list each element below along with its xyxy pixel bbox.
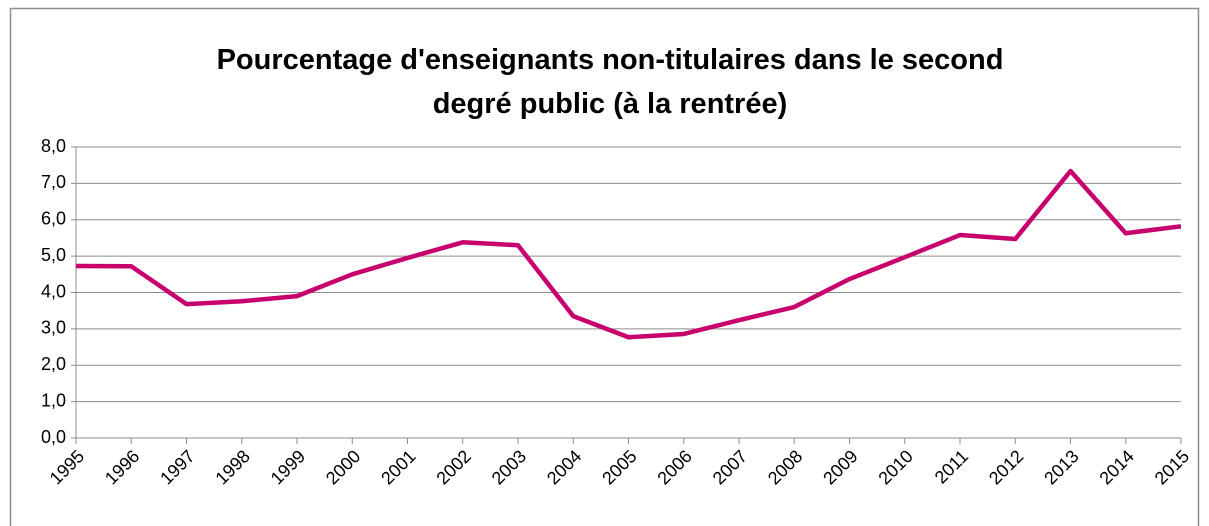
x-tick-label: 1996 [101,446,143,488]
y-tick-label: 7,0 [41,172,66,192]
x-tick-label: 2011 [931,446,973,488]
x-tick-label: 2004 [543,446,585,488]
x-tick-label: 2006 [653,446,695,488]
y-tick-label: 5,0 [41,245,66,265]
x-tick-label: 1999 [267,446,309,488]
x-tick-label: 2013 [1040,446,1082,488]
x-tick-label: 2002 [432,446,474,488]
y-tick-label: 8,0 [41,136,66,156]
x-tick-label: 2009 [819,446,861,488]
x-tick-label: 2015 [1151,446,1193,488]
x-tick-label: 2014 [1095,446,1137,488]
x-tick-label: 1995 [46,446,88,488]
x-tick-label: 2000 [322,446,364,488]
x-tick-label: 2008 [764,446,806,488]
y-tick-label: 1,0 [41,390,66,410]
x-tick-label: 2010 [874,446,916,488]
data-line [75,168,1182,340]
x-tick-label: 2003 [488,446,530,488]
x-tick-label: 2005 [598,446,640,488]
chart-border [9,7,1200,526]
x-tick-label: 2001 [377,446,419,488]
y-tick-label: 3,0 [41,318,66,338]
x-tick-label: 2007 [709,446,751,488]
y-tick-label: 6,0 [41,209,66,229]
y-tick-label: 2,0 [41,354,66,374]
y-tick-label: 4,0 [41,281,66,301]
chart-title: Pourcentage d'enseignants non-titulaires… [216,44,1004,120]
x-tick-label: 1998 [211,446,253,488]
x-tick-label: 1997 [156,446,198,488]
x-tick-label: 2012 [985,446,1027,488]
y-tick-label: 0,0 [41,427,66,447]
